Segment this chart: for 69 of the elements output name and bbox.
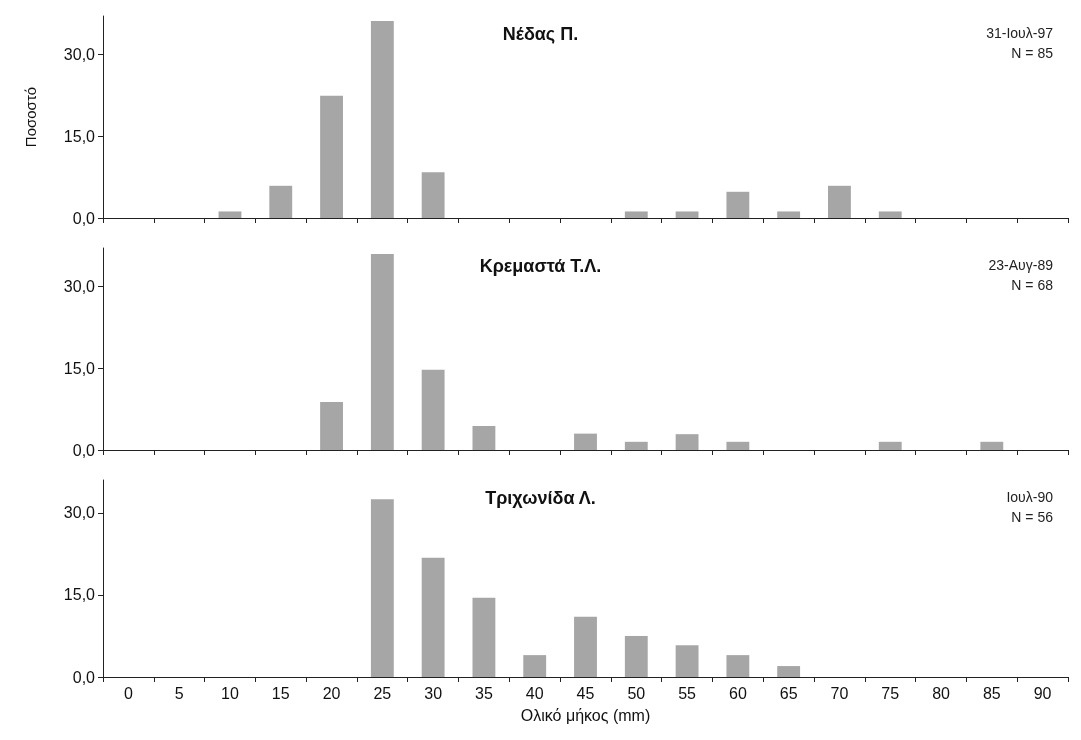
- bar: [726, 441, 750, 450]
- bar: [269, 185, 293, 218]
- chart-title: Νέδας Π.: [502, 24, 579, 44]
- bar: [980, 441, 1004, 450]
- annotation: 31-Ιουλ-97: [986, 25, 1054, 41]
- annotation: N = 56: [1011, 509, 1054, 525]
- bar: [878, 211, 902, 218]
- bar: [574, 433, 597, 450]
- x-tick-label: 0: [123, 684, 133, 702]
- bar: [472, 425, 496, 450]
- x-tick-label: 60: [728, 684, 747, 702]
- bar: [574, 616, 597, 677]
- bar: [370, 254, 394, 450]
- chart-title: Κρεμαστά Τ.Λ.: [479, 256, 602, 276]
- annotation: Ιουλ-90: [1006, 489, 1054, 505]
- bar: [624, 635, 648, 677]
- y-tick-label: 0,0: [72, 668, 96, 686]
- bar: [777, 211, 801, 218]
- y-tick-label: 15,0: [63, 359, 96, 377]
- y-tick-label: 30,0: [63, 504, 96, 522]
- x-tick-label: 55: [678, 684, 697, 702]
- x-tick-label: 30: [424, 684, 443, 702]
- bar: [726, 655, 750, 677]
- bar: [675, 645, 699, 677]
- bar: [624, 441, 648, 450]
- x-tick-label: 10: [221, 684, 239, 702]
- y-tick-label: 15,0: [63, 127, 96, 145]
- annotation: N = 85: [1011, 45, 1054, 61]
- bar: [472, 597, 496, 677]
- x-tick-label: 90: [1033, 684, 1052, 702]
- chart-title: Τριχωνίδα Λ.: [485, 488, 596, 508]
- x-tick-label: 70: [830, 684, 849, 702]
- x-tick-label: 15: [271, 684, 290, 702]
- y-tick-label: 15,0: [63, 586, 96, 604]
- x-tick-label: 80: [932, 684, 951, 702]
- x-tick-label: 25: [373, 684, 392, 702]
- y-tick-label: 0,0: [72, 209, 96, 227]
- y-tick-label: 0,0: [72, 441, 96, 459]
- bar: [624, 211, 648, 218]
- bar: [523, 655, 547, 677]
- x-tick-label: 20: [322, 684, 341, 702]
- bar: [828, 185, 851, 218]
- annotation: N = 68: [1011, 277, 1054, 293]
- y-tick-label: 30,0: [63, 45, 96, 63]
- bar: [421, 557, 445, 677]
- x-axis-title: Ολικό μήκος (mm): [520, 706, 651, 724]
- bar: [675, 211, 699, 218]
- bar: [370, 20, 394, 218]
- y-tick-label: 30,0: [63, 277, 96, 295]
- x-tick-label: 75: [881, 684, 900, 702]
- x-tick-label: 40: [525, 684, 544, 702]
- y-axis-title: Ποσοστό: [22, 86, 39, 148]
- bar: [370, 499, 394, 677]
- bar: [218, 211, 242, 218]
- bar: [320, 401, 343, 450]
- x-tick-label: 45: [576, 684, 595, 702]
- bar: [675, 434, 699, 450]
- x-tick-label: 35: [475, 684, 493, 702]
- x-tick-label: 65: [779, 684, 798, 702]
- bar: [421, 172, 445, 218]
- x-tick-label: 50: [627, 684, 646, 702]
- bar: [726, 191, 750, 218]
- bar: [777, 666, 801, 677]
- bar: [421, 369, 445, 450]
- x-tick-label: 5: [174, 684, 184, 702]
- annotation: 23-Αυγ-89: [988, 257, 1054, 273]
- x-tick-label: 85: [982, 684, 1001, 702]
- bar: [878, 441, 902, 450]
- bar: [320, 95, 343, 218]
